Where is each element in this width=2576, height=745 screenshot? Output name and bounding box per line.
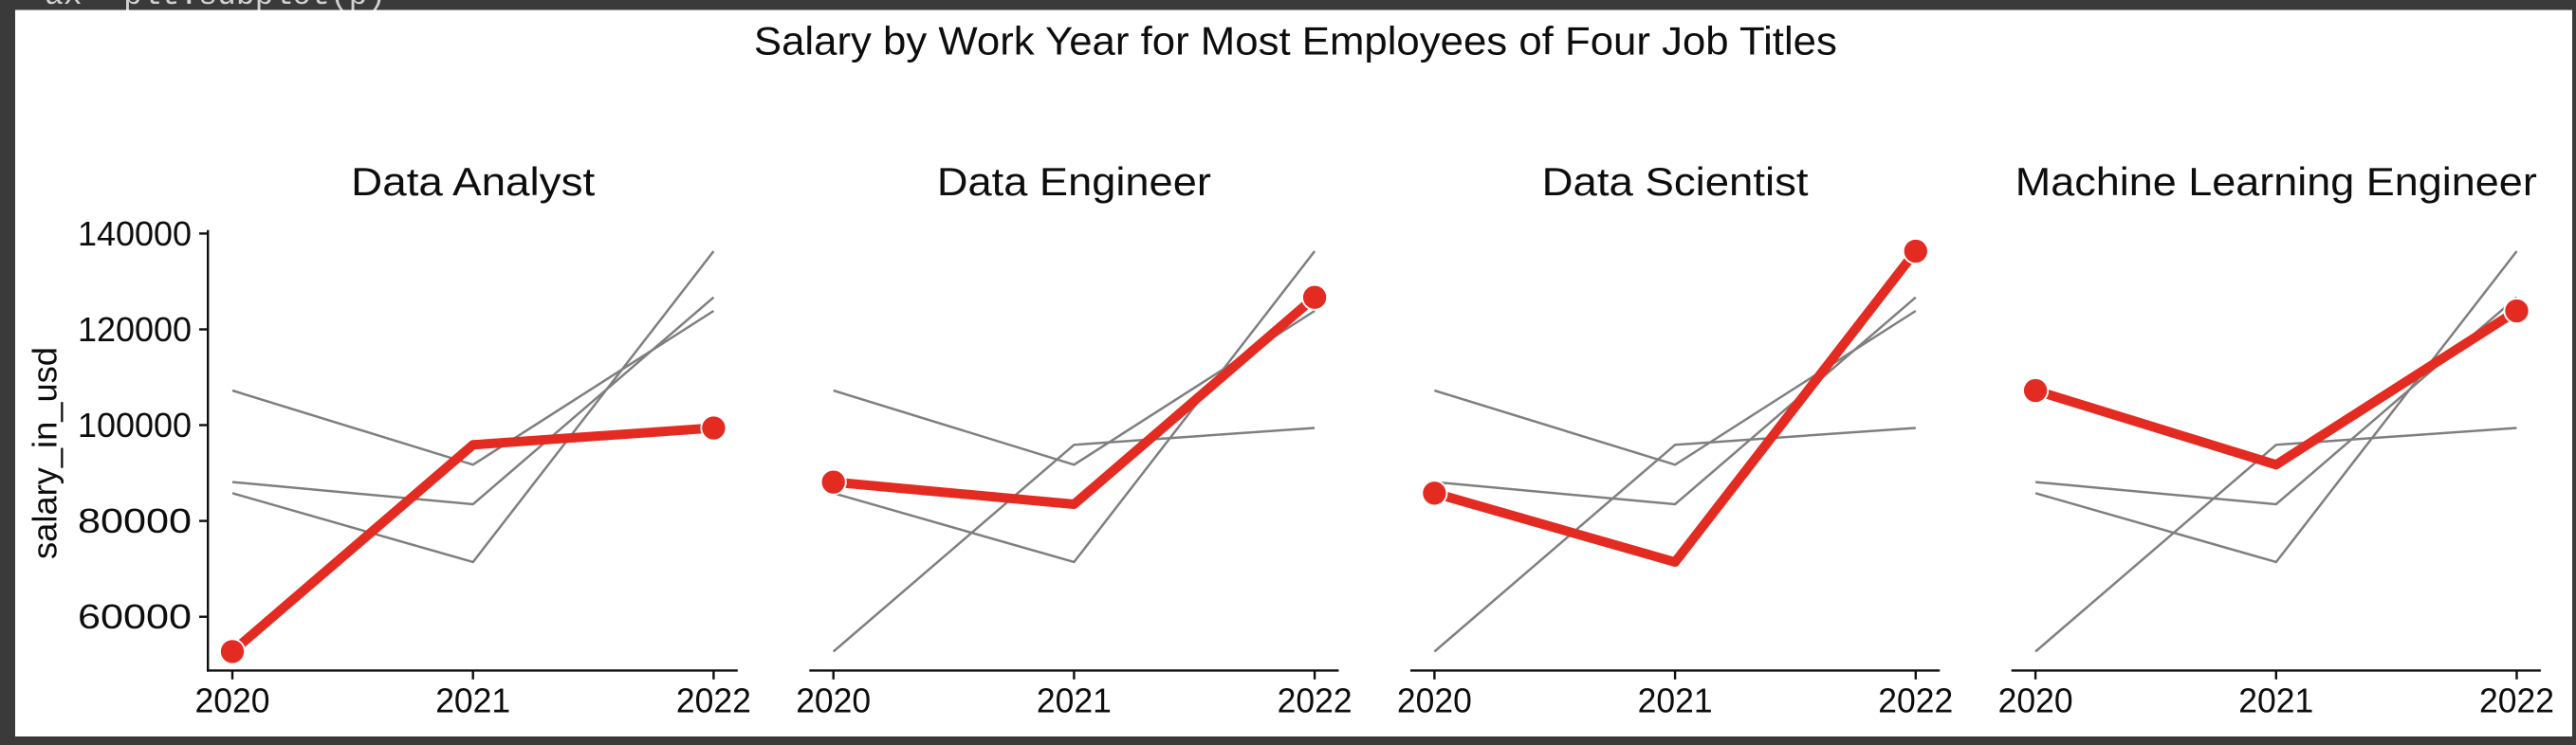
svg-text:2022: 2022: [1878, 681, 1953, 719]
svg-text:2022: 2022: [1278, 681, 1352, 719]
svg-text:2021: 2021: [1638, 681, 1713, 719]
svg-text:2022: 2022: [2479, 681, 2554, 719]
svg-text:2020: 2020: [796, 681, 871, 719]
svg-text:Data Scientist: Data Scientist: [1542, 159, 1809, 204]
svg-text:2021: 2021: [1037, 681, 1112, 719]
svg-text:Data Analyst: Data Analyst: [351, 159, 595, 204]
svg-text:Data Engineer: Data Engineer: [937, 159, 1211, 204]
svg-text:2021: 2021: [435, 681, 510, 719]
svg-text:2020: 2020: [1397, 681, 1472, 719]
svg-text:60000: 60000: [78, 597, 192, 636]
svg-text:2021: 2021: [2238, 681, 2313, 719]
svg-text:80000: 80000: [78, 501, 192, 540]
svg-text:Salary by Work Year for Most E: Salary by Work Year for Most Employees o…: [754, 19, 1837, 64]
svg-text:salary_in_usd: salary_in_usd: [26, 347, 64, 559]
svg-text:2020: 2020: [195, 681, 270, 719]
svg-text:Machine Learning Engineer: Machine Learning Engineer: [2015, 159, 2537, 204]
svg-text:2022: 2022: [676, 681, 751, 719]
svg-text:120000: 120000: [78, 310, 192, 349]
svg-text:2020: 2020: [1998, 681, 2073, 719]
svg-text:100000: 100000: [78, 406, 192, 445]
svg-text:140000: 140000: [78, 214, 192, 253]
